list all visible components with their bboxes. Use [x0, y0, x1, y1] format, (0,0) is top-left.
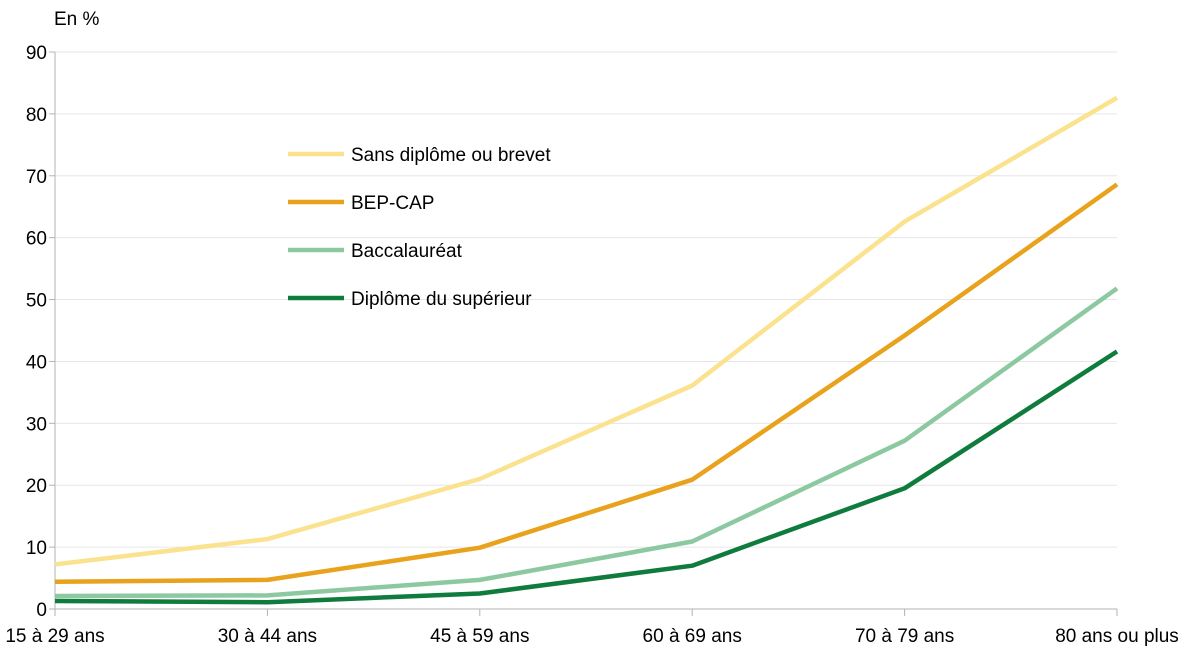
y-tick-label: 80	[26, 105, 47, 126]
gridlines	[55, 51, 1117, 548]
legend-label: BEP-CAP	[351, 193, 434, 214]
y-tick-label: 50	[26, 291, 47, 312]
y-tick-label: 0	[36, 600, 47, 621]
series-line-3	[54, 349, 1119, 605]
y-tick-label: 30	[26, 414, 47, 435]
y-axis: 0 10 20 30 40 50 60 70 80 90	[26, 43, 56, 621]
x-tick-label: 70 à 79 ans	[855, 626, 954, 647]
legend: Sans diplôme ou brevet BEP-CAP Baccalauréa…	[288, 145, 551, 310]
x-tick-label: 60 à 69 ans	[643, 626, 742, 647]
y-tick-label: 10	[26, 538, 47, 559]
y-tick-label: 60	[26, 229, 47, 250]
x-tick-label: 15 à 29 ans	[5, 626, 104, 647]
series-lines	[54, 95, 1119, 605]
x-tick-label: 30 à 44 ans	[218, 626, 317, 647]
legend-label: Baccalauréat	[351, 241, 463, 262]
y-tick-label: 20	[26, 476, 47, 497]
legend-label: Sans diplôme ou brevet	[351, 145, 551, 166]
y-axis-unit-label: En %	[54, 9, 100, 30]
series-line-2	[54, 286, 1119, 599]
x-tick-label: 45 à 59 ans	[430, 626, 529, 647]
legend-label: Diplôme du supérieur	[351, 289, 532, 310]
x-axis: 15 à 29 ans 30 à 44 ans 45 à 59 ans 60 à 69…	[5, 608, 1179, 647]
series-line-1	[54, 182, 1119, 585]
y-tick-label: 90	[26, 43, 47, 64]
x-tick-label: 80 ans ou plus	[1055, 626, 1179, 647]
series-line-0	[54, 95, 1119, 567]
y-tick-label: 40	[26, 352, 47, 373]
y-tick-label: 70	[26, 167, 47, 188]
